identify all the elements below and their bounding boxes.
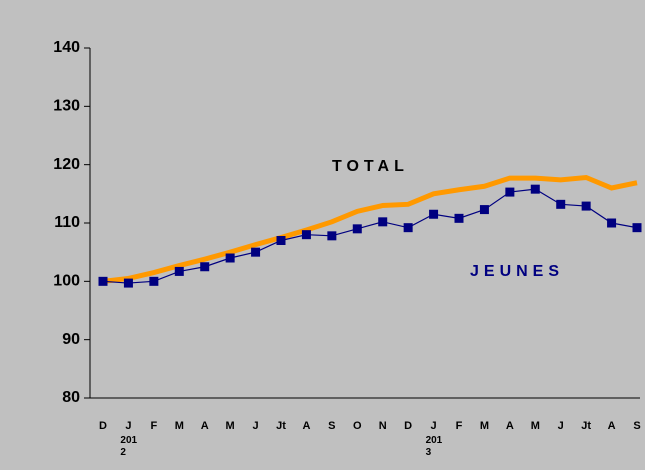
y-tick-label: 80 (62, 389, 80, 406)
point-marker (530, 184, 540, 194)
year-label: 201 3 (426, 435, 443, 458)
series-label: JEUNES (470, 263, 564, 280)
point-marker (429, 209, 439, 219)
point-marker (632, 223, 642, 233)
x-tick-label: F (150, 420, 157, 432)
x-tick-label: D (404, 420, 412, 432)
y-tick-label: 130 (53, 98, 80, 115)
year-label: 201 2 (120, 435, 137, 458)
series-line (102, 188, 638, 284)
point-marker (276, 236, 286, 245)
y-tick-label: 120 (53, 156, 80, 173)
point-marker (556, 199, 566, 209)
x-tick-label: M (175, 420, 184, 432)
y-tick-label: 90 (62, 331, 80, 348)
x-tick-label: J (125, 420, 131, 432)
point-marker (403, 223, 413, 233)
y-tick-label: 140 (53, 39, 80, 56)
x-tick-label: A (302, 420, 310, 432)
x-tick-label: A (608, 420, 616, 432)
x-tick-label: N (379, 420, 387, 432)
x-tick-label: Jt (276, 420, 286, 432)
x-tick-label: M (226, 420, 235, 432)
series-line (102, 174, 638, 284)
x-tick-label: A (506, 420, 514, 432)
x-tick-label: J (558, 420, 564, 432)
point-marker (225, 253, 235, 263)
x-tick-label: S (328, 420, 335, 432)
x-tick-label: A (201, 420, 209, 432)
x-tick-label: J (253, 420, 259, 432)
point-marker (301, 230, 311, 240)
x-tick-label: F (456, 420, 463, 432)
point-marker (149, 276, 159, 286)
x-tick-label: Jt (581, 420, 591, 432)
x-tick-label: M (531, 420, 540, 432)
point-marker (174, 266, 184, 276)
point-marker (251, 247, 261, 257)
point-marker (581, 201, 591, 211)
y-tick-label: 100 (53, 273, 80, 290)
x-tick-label: J (431, 420, 437, 432)
x-tick-label: S (633, 420, 640, 432)
series-label: TOTAL (332, 158, 409, 175)
y-tick-label: 110 (54, 214, 80, 231)
point-marker (98, 276, 108, 286)
point-marker (505, 187, 515, 197)
point-marker (327, 231, 337, 241)
x-tick-label: M (480, 420, 489, 432)
point-marker (454, 213, 464, 223)
point-marker (479, 205, 489, 215)
point-marker (352, 224, 362, 234)
x-tick-label: O (353, 420, 362, 432)
point-marker (378, 217, 388, 227)
point-marker (200, 262, 210, 272)
point-marker (123, 278, 133, 288)
x-tick-label: D (99, 420, 107, 432)
point-marker (607, 218, 617, 228)
